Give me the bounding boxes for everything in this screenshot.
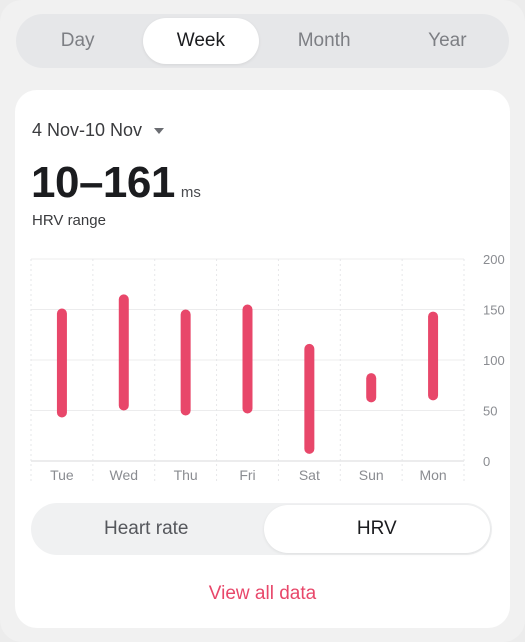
hrv-range-chart: 0 50 100 150 200 Tue Wed Thu Fri Sat Sun Mon xyxy=(30,252,505,483)
y-tick-label: 100 xyxy=(483,353,505,368)
heart-rate-option[interactable]: Heart rate xyxy=(104,518,189,539)
tab-year[interactable]: Year xyxy=(428,30,467,51)
y-tick-label: 200 xyxy=(483,252,505,267)
y-tick-label: 0 xyxy=(483,454,490,469)
x-tick-label: Sun xyxy=(359,467,384,483)
x-tick-label: Sat xyxy=(299,467,320,483)
date-range-selector[interactable]: 4 Nov-10 Nov xyxy=(32,120,165,141)
y-tick-label: 50 xyxy=(483,404,497,419)
hrv-value: 10–161 ms xyxy=(31,158,201,208)
y-tick-label: 150 xyxy=(483,303,505,318)
x-tick-label: Tue xyxy=(50,467,74,483)
x-tick-label: Fri xyxy=(239,467,255,483)
tab-month[interactable]: Month xyxy=(297,30,351,51)
caret-down-icon xyxy=(154,127,165,134)
hrv-range-number: 10–161 xyxy=(31,158,175,207)
x-tick-label: Mon xyxy=(419,467,446,483)
hrv-option[interactable]: HRV xyxy=(263,505,490,553)
tab-day[interactable]: Day xyxy=(60,30,95,51)
hrv-card: 4 Nov-10 Nov 10–161 ms HRV range 0 50 100 1… xyxy=(15,90,510,628)
view-all-data-link[interactable]: View all data xyxy=(208,583,317,604)
period-tabs: Day Week Month Year xyxy=(16,14,509,68)
tab-week[interactable]: Week xyxy=(143,18,259,64)
hrv-range-label: HRV range xyxy=(32,212,106,229)
hrv-unit: ms xyxy=(180,184,201,201)
metric-toggle: Heart rate HRV xyxy=(31,503,492,555)
x-tick-label: Wed xyxy=(110,467,139,483)
date-range-label: 4 Nov-10 Nov xyxy=(32,120,143,140)
x-tick-label: Thu xyxy=(174,467,198,483)
